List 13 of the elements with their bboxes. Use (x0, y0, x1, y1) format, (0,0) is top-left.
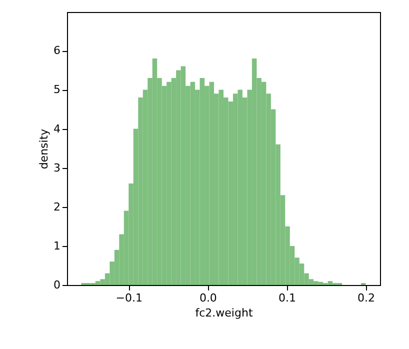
x-tick-label: −0.1 (116, 292, 143, 304)
x-tick-label: 0.2 (358, 292, 376, 304)
y-tick-label: 0 (54, 278, 60, 292)
y-axis-title: density (38, 128, 50, 170)
x-tick-label: 0.1 (278, 292, 296, 304)
x-axis-title: fc2.weight (195, 306, 254, 320)
y-tick-label: 6 (54, 44, 60, 58)
y-tick-label: 4 (54, 122, 60, 136)
y-tick-label: 3 (54, 161, 60, 174)
y-tick-label: 5 (54, 83, 60, 96)
y-tick-label: 2 (54, 200, 60, 214)
y-tick-label: 1 (54, 239, 60, 252)
x-tick-label: 0.0 (199, 292, 217, 304)
